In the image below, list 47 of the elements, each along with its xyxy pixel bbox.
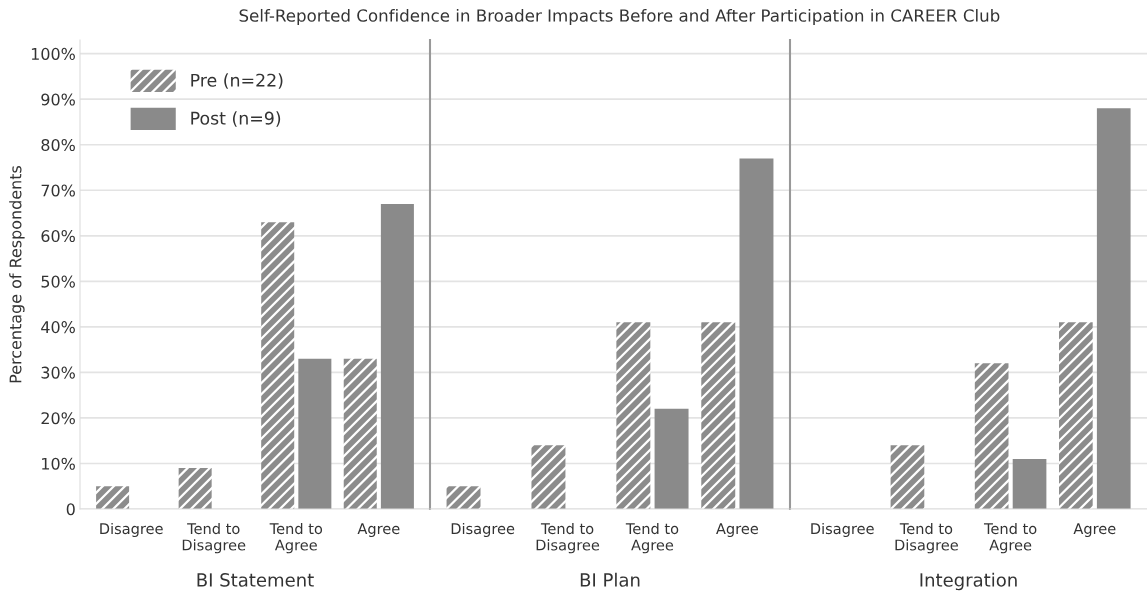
x-tick-label: Disagree	[100, 522, 163, 537]
y-tick-label: 30%	[41, 366, 75, 379]
y-tick-label: 60%	[41, 230, 75, 243]
bar	[616, 322, 651, 509]
y-tick-label: 20%	[41, 412, 75, 425]
x-tick-label: Tend to Disagree	[536, 522, 600, 554]
y-tick-label: 40%	[41, 321, 75, 334]
bar	[1096, 108, 1131, 509]
x-tick-label: Tend to Agree	[269, 522, 323, 554]
bar	[380, 203, 414, 509]
legend-label: Pre (n=22)	[191, 73, 283, 89]
bar	[343, 358, 377, 509]
bar	[261, 222, 295, 509]
x-tick-label: Agree	[357, 523, 400, 537]
bar	[531, 445, 566, 509]
y-tick-label: 80%	[41, 138, 75, 152]
y-tick-label: 70%	[41, 184, 75, 197]
y-tick-label: 100%	[31, 47, 75, 60]
x-tick-label: Disagree	[451, 522, 515, 537]
bar	[1012, 458, 1047, 509]
x-tick-label: Agree	[1073, 523, 1116, 537]
x-axis-title: BI Statement	[197, 573, 314, 587]
y-tick-label: 90%	[41, 93, 75, 106]
bar	[446, 486, 481, 509]
bar	[739, 158, 774, 509]
x-tick-label: Agree	[716, 523, 758, 537]
y-axis-title: Percentage of Respondents	[9, 165, 25, 383]
x-tick-label: Tend to Disagree	[182, 522, 246, 554]
x-axis-title: BI Plan	[580, 572, 640, 587]
y-tick-label: 0	[66, 503, 75, 516]
y-tick-label: 50%	[41, 275, 75, 288]
text: Self-Reported Confidence in Broader Impacts Before and After Participation in CAREER Club	[239, 8, 1000, 26]
bar	[96, 486, 130, 509]
bar	[701, 322, 736, 509]
bar	[890, 445, 925, 509]
x-tick-label: Tend to Agree	[983, 522, 1037, 554]
x-tick-label: Tend to Disagree	[895, 522, 958, 554]
x-axis-title: Integration	[920, 572, 1017, 591]
bar	[654, 408, 689, 509]
bar	[1059, 322, 1093, 509]
x-tick-label: Tend to Agree	[625, 522, 679, 554]
bar	[178, 468, 212, 509]
x-tick-label: Disagree	[811, 522, 874, 537]
y-tick-label: 10%	[42, 457, 75, 470]
legend-label: Post (n=9)	[191, 111, 281, 127]
bar	[974, 363, 1009, 509]
bar	[298, 358, 332, 509]
